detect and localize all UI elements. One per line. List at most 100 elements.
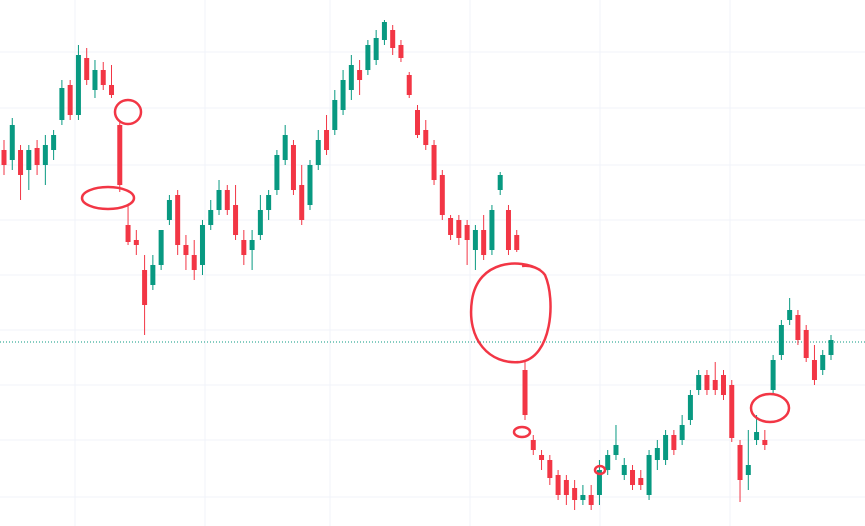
candle-body (572, 488, 578, 500)
candle-body (150, 265, 156, 285)
candle-body (588, 495, 594, 505)
candle-body (646, 455, 652, 495)
candle-body (745, 465, 751, 475)
candle-body (324, 130, 330, 150)
candle-body (290, 145, 296, 190)
candle-body (133, 240, 139, 245)
candle-body (34, 148, 40, 165)
candle-body (390, 30, 396, 48)
candle-body (547, 460, 553, 478)
candle-body (348, 65, 354, 90)
candle-body (580, 495, 586, 500)
candle-body (431, 145, 437, 180)
candle-body (224, 190, 230, 210)
candle-body (621, 465, 627, 475)
candle-body (208, 210, 214, 225)
candle-body (166, 200, 172, 220)
candle-body (51, 135, 57, 150)
candle-body (42, 145, 48, 165)
candle-body (315, 140, 321, 165)
candle-body (448, 218, 454, 235)
candle-body (216, 190, 222, 210)
annotation-circle (749, 392, 791, 424)
annotations (80, 98, 791, 476)
candle-body (257, 210, 263, 235)
candle-body (59, 88, 65, 120)
candle-body (117, 125, 123, 185)
candle-body (456, 220, 462, 238)
candle-body (191, 255, 197, 270)
candle-body (67, 85, 73, 115)
candle-body (679, 425, 685, 440)
candle-body (332, 100, 338, 130)
candle-body (795, 315, 801, 340)
candle-body (381, 22, 387, 40)
candle-body (671, 435, 677, 450)
candle-body (423, 130, 429, 145)
candle-body (282, 135, 288, 160)
candle-body (712, 380, 718, 390)
candle-body (365, 45, 371, 70)
candle-body (489, 210, 495, 250)
candle-body (654, 448, 660, 460)
candle-body (555, 475, 561, 495)
candle-body (274, 155, 280, 190)
candle-body (373, 38, 379, 60)
candle-body (92, 70, 98, 90)
candle-body (109, 85, 115, 95)
candle-body (696, 375, 702, 390)
candle-body (142, 270, 148, 305)
vertical-grid (74, 0, 731, 526)
annotation-circle (80, 185, 136, 211)
candle-body (497, 175, 503, 190)
candle-body (406, 75, 412, 95)
candle-body (125, 225, 131, 242)
candle-body (539, 455, 545, 460)
annotation-circle (512, 425, 532, 439)
candle-body (26, 150, 32, 170)
candle-body (663, 435, 669, 460)
candle-body (1, 150, 7, 165)
candle-body (233, 205, 239, 235)
candle-body (158, 230, 164, 265)
candle-body (605, 455, 611, 470)
candle-body (249, 240, 255, 250)
candle-body (720, 375, 726, 395)
candle-body (820, 355, 826, 370)
candle-body (522, 370, 528, 415)
plot (0, 20, 865, 510)
candle-body (100, 70, 106, 85)
candle-body (778, 325, 784, 355)
candle-body (704, 375, 710, 390)
candle-body (505, 210, 511, 250)
candle-body (415, 110, 420, 135)
candle-body (481, 230, 487, 255)
candle-body (737, 445, 743, 480)
candle-body (307, 165, 313, 205)
candle-body (84, 58, 90, 80)
candle-body (464, 225, 470, 240)
candle-body (787, 310, 793, 320)
candle-body (357, 70, 363, 80)
candle-body (770, 360, 776, 390)
candle-body (472, 230, 478, 250)
candle-body (638, 478, 644, 485)
annotation-circle (593, 464, 607, 476)
candle-body (596, 470, 602, 495)
candle-body (299, 185, 305, 220)
candle-body (18, 150, 24, 175)
candle-body (563, 480, 569, 495)
candle-body (9, 125, 15, 160)
candle-body (340, 80, 346, 110)
candle-body (828, 340, 834, 355)
candle-body (514, 235, 520, 250)
candle-body (803, 330, 809, 358)
candle-body (439, 175, 445, 215)
candle-body (75, 55, 81, 115)
candle-body (199, 225, 205, 265)
candle-body (811, 360, 817, 380)
candle-body (729, 385, 735, 438)
candle-body (530, 440, 536, 450)
candle-body (754, 432, 760, 440)
